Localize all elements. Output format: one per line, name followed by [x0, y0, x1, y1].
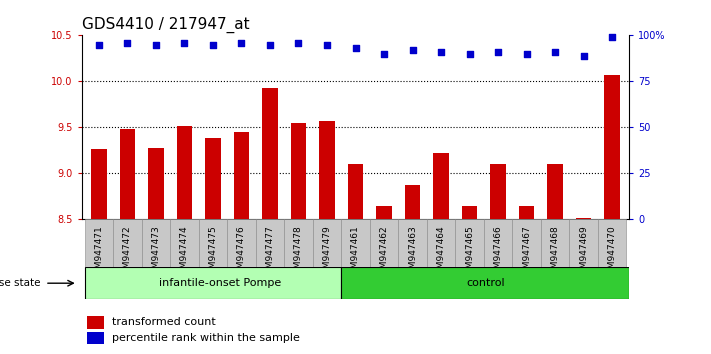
Point [550, 49, 561, 55]
Bar [348, 164, 363, 219]
Bar [405, 185, 420, 219]
Text: GSM947466: GSM947466 [493, 225, 503, 280]
Text: GSM947471: GSM947471 [95, 225, 103, 280]
Bar [176, 126, 192, 219]
Point [521, 51, 533, 57]
Bar [513, 219, 541, 267]
Text: GSM947470: GSM947470 [608, 225, 616, 280]
Bar [576, 218, 592, 219]
Point [435, 49, 447, 55]
Bar [341, 219, 370, 267]
Point [321, 42, 333, 47]
Text: GSM947472: GSM947472 [123, 225, 132, 280]
Text: percentile rank within the sample: percentile rank within the sample [112, 333, 300, 343]
Point [350, 45, 361, 51]
Text: GSM947462: GSM947462 [380, 225, 388, 280]
Bar [87, 332, 104, 344]
Bar [547, 164, 563, 219]
Text: disease state: disease state [0, 278, 41, 288]
Bar [234, 132, 250, 219]
Point [407, 47, 418, 53]
Point [378, 51, 390, 57]
Point [122, 40, 133, 46]
Text: GSM947474: GSM947474 [180, 225, 189, 280]
Bar [376, 206, 392, 219]
Bar [85, 219, 113, 267]
Text: GSM947467: GSM947467 [522, 225, 531, 280]
Bar [455, 219, 483, 267]
Bar [604, 75, 620, 219]
Bar [433, 153, 449, 219]
Text: GSM947461: GSM947461 [351, 225, 360, 280]
Point [606, 34, 618, 40]
Point [207, 42, 218, 47]
Bar [483, 219, 513, 267]
Text: GSM947469: GSM947469 [579, 225, 588, 280]
Bar [198, 219, 228, 267]
Bar [205, 138, 221, 219]
Point [178, 40, 190, 46]
Bar [148, 148, 164, 219]
Text: GDS4410 / 217947_at: GDS4410 / 217947_at [82, 16, 250, 33]
Text: GSM947479: GSM947479 [323, 225, 331, 280]
Bar [228, 219, 256, 267]
Bar [341, 267, 629, 299]
Point [293, 40, 304, 46]
Text: GSM947473: GSM947473 [151, 225, 161, 280]
Point [464, 51, 475, 57]
Bar [519, 206, 535, 219]
Bar [85, 267, 341, 299]
Bar [87, 316, 104, 329]
Bar [398, 219, 427, 267]
Bar [319, 121, 335, 219]
Bar [262, 88, 278, 219]
Bar [570, 219, 598, 267]
Bar [490, 164, 506, 219]
Text: GSM947468: GSM947468 [550, 225, 560, 280]
Bar [370, 219, 398, 267]
Text: GSM947465: GSM947465 [465, 225, 474, 280]
Bar [119, 129, 135, 219]
Text: control: control [466, 278, 505, 288]
Point [264, 42, 276, 47]
Point [236, 40, 247, 46]
Bar [256, 219, 284, 267]
Point [93, 42, 105, 47]
Text: GSM947464: GSM947464 [437, 225, 446, 280]
Point [578, 53, 589, 58]
Bar [427, 219, 455, 267]
Text: GSM947478: GSM947478 [294, 225, 303, 280]
Bar [291, 123, 306, 219]
Point [493, 49, 504, 55]
Text: transformed count: transformed count [112, 317, 215, 327]
Bar [461, 206, 477, 219]
Bar [141, 219, 170, 267]
Bar [113, 219, 141, 267]
Text: GSM947463: GSM947463 [408, 225, 417, 280]
Text: infantile-onset Pompe: infantile-onset Pompe [159, 278, 281, 288]
Text: GSM947476: GSM947476 [237, 225, 246, 280]
Text: GSM947477: GSM947477 [265, 225, 274, 280]
Text: GSM947475: GSM947475 [208, 225, 218, 280]
Point [150, 42, 161, 47]
Bar [598, 219, 626, 267]
Bar [170, 219, 198, 267]
Bar [313, 219, 341, 267]
Bar [541, 219, 570, 267]
Bar [284, 219, 313, 267]
Bar [91, 149, 107, 219]
